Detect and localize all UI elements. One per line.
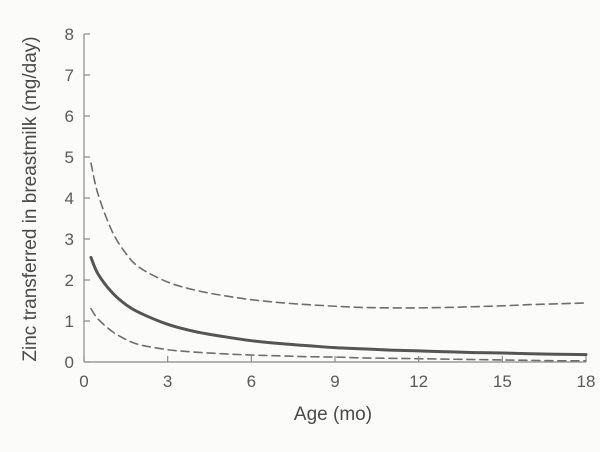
- series-line-bound-1: [90, 162, 587, 309]
- y-axis-title: Zinc transferred in breastmilk (mg/day): [20, 36, 41, 361]
- y-tick-label: 1: [65, 312, 74, 331]
- x-tick-label: 12: [409, 372, 428, 391]
- y-tick-label: 2: [65, 271, 74, 290]
- y-tick-label: 7: [65, 66, 74, 85]
- y-tick-label: 8: [65, 25, 74, 44]
- x-tick-label: 9: [330, 372, 339, 391]
- series-line-bound-2: [90, 307, 587, 362]
- x-tick-label: 15: [493, 372, 512, 391]
- y-tick-label: 0: [65, 353, 74, 372]
- y-tick-label: 6: [65, 107, 74, 126]
- y-tick-label: 5: [65, 148, 74, 167]
- x-tick-label: 6: [247, 372, 256, 391]
- y-tick-label: 4: [65, 189, 74, 208]
- y-tick-label: 3: [65, 230, 74, 249]
- plot-area: [89, 162, 588, 362]
- x-tick-label: 0: [79, 372, 88, 391]
- x-axis: 0 3 6 9 12 15 18: [79, 356, 595, 391]
- y-axis: 0 1 2 3 4 5 6 7 8: [65, 25, 90, 372]
- x-axis-title: Age (mo): [294, 404, 372, 425]
- series-line-mean: [89, 255, 588, 357]
- x-tick-label: 3: [163, 372, 172, 391]
- x-tick-label: 18: [577, 372, 596, 391]
